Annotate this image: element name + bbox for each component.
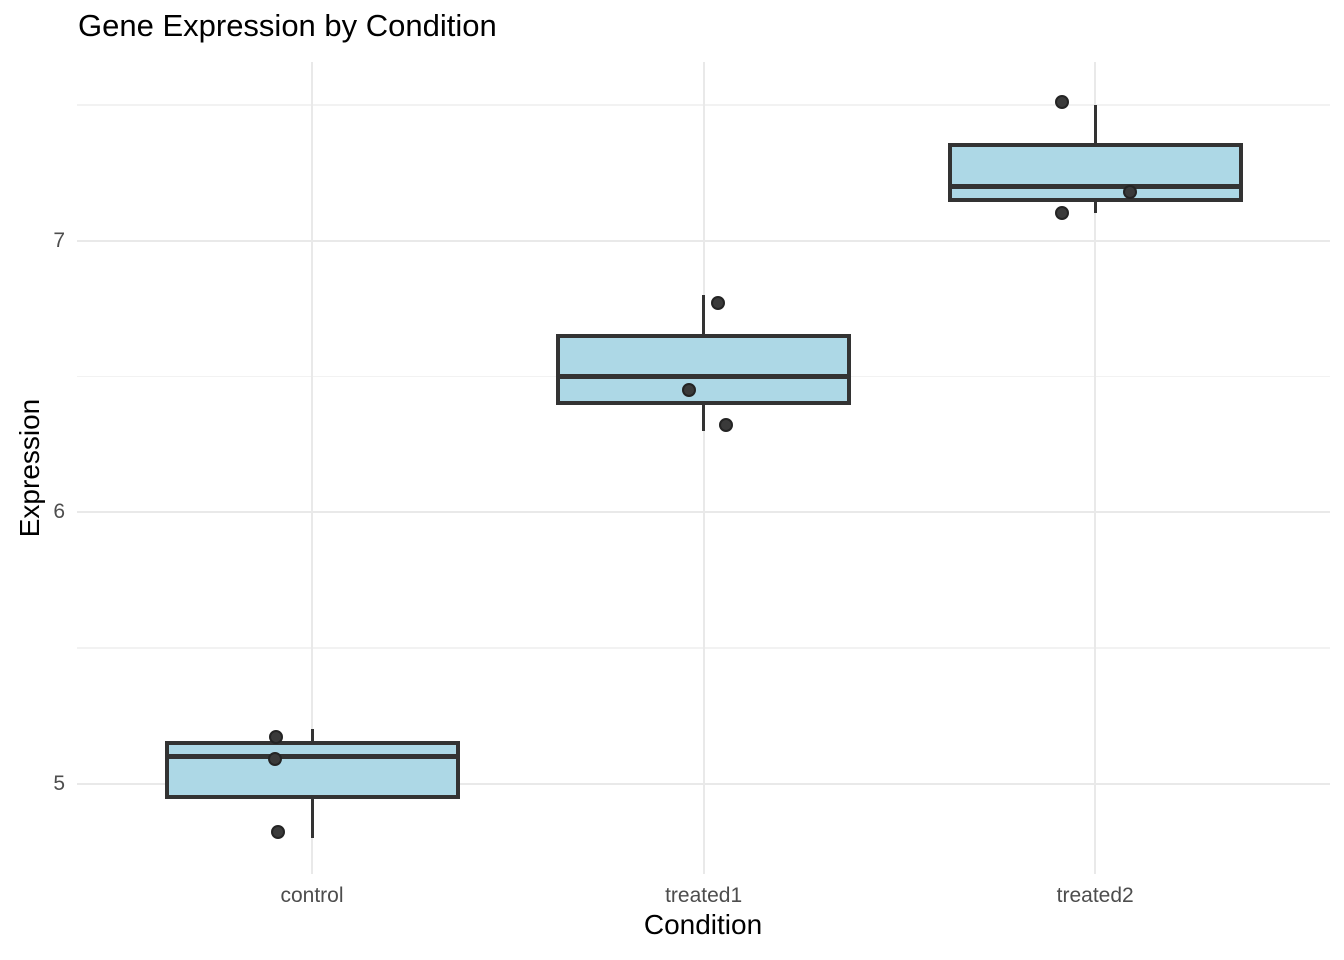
median-line [951,183,1239,189]
box-treated2 [947,143,1243,202]
lower-whisker [310,797,314,838]
y-tick-label: 7 [53,228,65,252]
jitter-point [1055,206,1070,221]
box-treated1 [556,333,852,406]
y-tick-label: 5 [53,771,65,795]
jitter-point [269,730,283,745]
jitter-point [681,382,696,397]
x-tick-label-treated1: treated1 [665,884,743,907]
box-control [164,740,460,800]
jitter-point [710,295,725,310]
gridline-vertical [1094,62,1097,874]
x-tick-label-control: control [280,884,344,907]
lower-whisker [1093,199,1097,214]
upper-whisker [310,729,314,743]
y-tick-label: 6 [53,500,65,523]
jitter-point [718,418,733,433]
x-tick-label-treated2: treated2 [1056,884,1134,907]
upper-whisker [1093,104,1097,146]
gridline-vertical [702,62,705,874]
gridline-vertical [311,62,313,874]
median-line [560,373,848,379]
chart-title: Gene Expression by Condition [78,8,497,43]
upper-whisker [702,294,706,336]
jitter-point [271,825,285,840]
x-axis-title: Condition [643,909,763,940]
jitter-point [1055,95,1070,110]
plot-panel [77,62,1330,874]
median-line [168,753,456,759]
jitter-point [1123,184,1138,199]
jitter-point [268,752,282,767]
lower-whisker [702,403,706,431]
